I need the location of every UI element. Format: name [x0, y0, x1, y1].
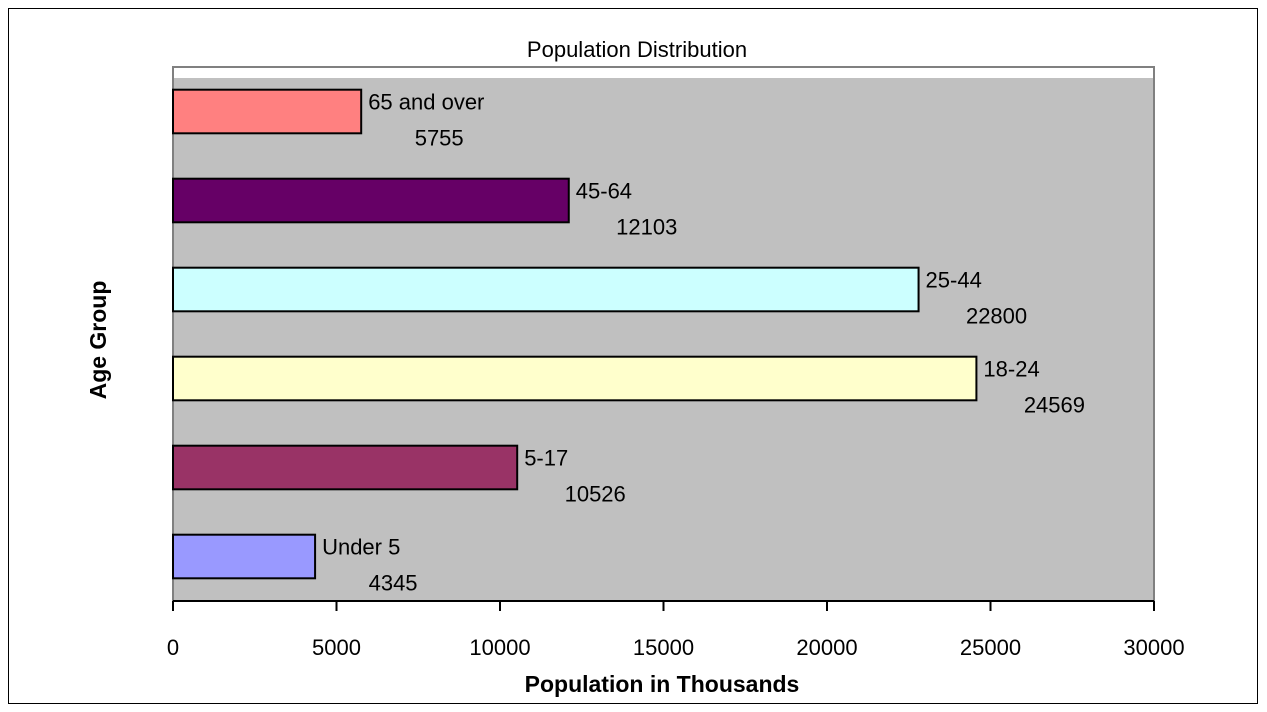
bar-25-44	[172, 266, 920, 313]
x-tick-label: 30000	[1123, 635, 1184, 660]
data-label-value: 12103	[616, 215, 677, 240]
data-label-category: 25-44	[926, 268, 982, 293]
x-tick-label: 5000	[312, 635, 361, 660]
plot-top-strip	[174, 68, 1153, 78]
plot-layer: Under 5 4345 5-17 10526 18-24 24569 25-44 22800…	[167, 68, 1185, 660]
bar-45-64	[172, 177, 570, 224]
data-label-category: 5-17	[524, 446, 568, 471]
x-axis-title: Population in Thousands	[525, 671, 800, 697]
data-label-value: 4345	[369, 571, 418, 596]
data-label-category: 18-24	[983, 357, 1039, 382]
x-tick-label: 0	[167, 635, 179, 660]
bar-65-and-over	[172, 88, 363, 135]
x-tick-label: 25000	[960, 635, 1021, 660]
data-label-value: 24569	[1024, 393, 1085, 418]
data-label-category: Under 5	[322, 535, 400, 560]
data-label-value: 5755	[415, 126, 464, 151]
plot-area	[172, 66, 1155, 602]
bar-18-24	[172, 355, 978, 402]
x-tick-label: 20000	[796, 635, 857, 660]
data-label-value: 10526	[565, 482, 626, 507]
x-tick-label: 15000	[633, 635, 694, 660]
bar-5-17	[172, 444, 519, 491]
data-label-category: 65 and over	[368, 90, 484, 115]
data-label-category: 45-64	[576, 179, 632, 204]
chart-title: Population Distribution	[527, 37, 747, 62]
x-tick-label: 10000	[469, 635, 530, 660]
y-axis-title: Age Group	[85, 281, 111, 400]
bar-under-5	[172, 533, 317, 580]
data-label-value: 22800	[966, 304, 1027, 329]
